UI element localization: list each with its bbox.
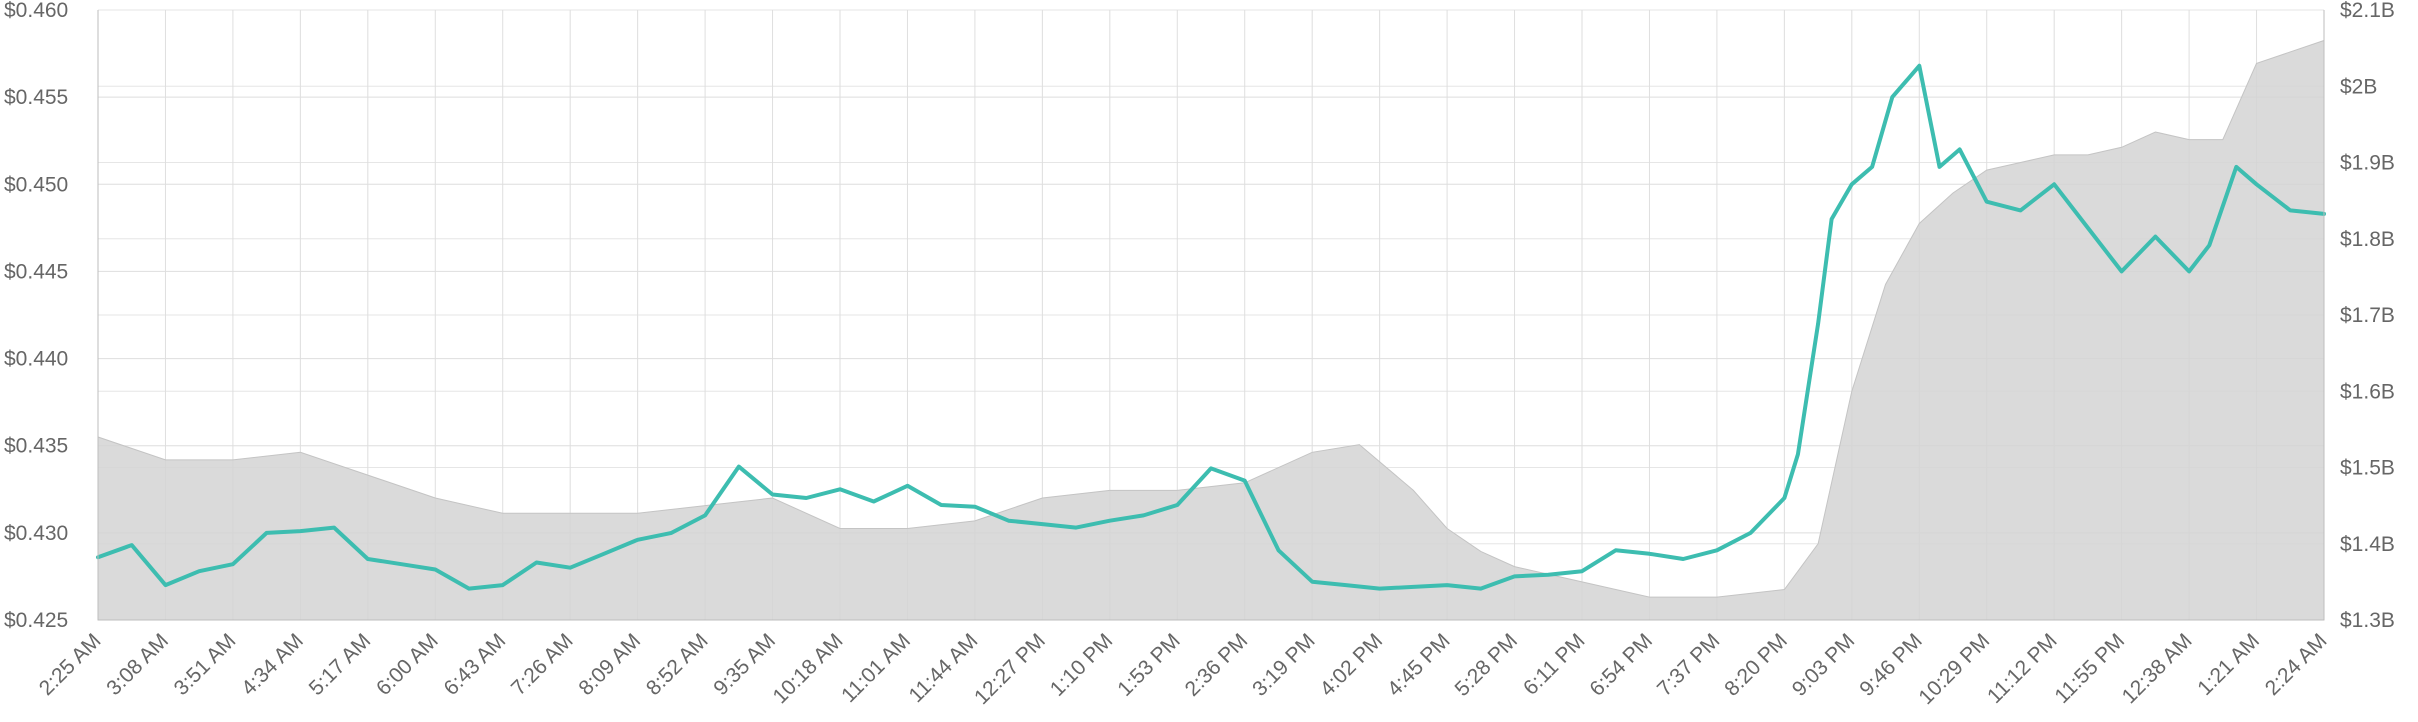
left-tick-label: $0.460 bbox=[4, 0, 68, 22]
right-tick-label: $2.1B bbox=[2340, 0, 2395, 22]
left-tick-label: $0.440 bbox=[4, 348, 68, 371]
right-tick-label: $2B bbox=[2340, 75, 2377, 98]
price-line-layer bbox=[96, 63, 2326, 591]
left-tick-label: $0.435 bbox=[4, 435, 68, 458]
left-tick-label: $0.425 bbox=[4, 609, 68, 632]
left-tick-label: $0.445 bbox=[4, 260, 68, 283]
axis-layer bbox=[97, 10, 2325, 621]
right-tick-label: $1.8B bbox=[2340, 228, 2395, 251]
price-line bbox=[96, 63, 2326, 591]
right-tick-label: $1.3B bbox=[2340, 609, 2395, 632]
right-tick-label: $1.9B bbox=[2340, 152, 2395, 175]
left-tick-label: $0.430 bbox=[4, 522, 68, 545]
left-tick-label: $0.455 bbox=[4, 86, 68, 109]
right-tick-label: $1.5B bbox=[2340, 457, 2395, 480]
right-axis-ticks: $1.3B $1.4B $1.5B $1.6B $1.7B $1.8B $1.9B $2B $2… bbox=[2340, 0, 2395, 632]
left-axis-ticks: $0.425 $0.430 $0.435 $0.440 $0.445 $0.450 $0.4… bbox=[4, 0, 68, 632]
right-tick-label: $1.4B bbox=[2340, 533, 2395, 556]
volume-area-layer bbox=[97, 39, 2325, 621]
right-tick-label: $1.6B bbox=[2340, 380, 2395, 403]
left-tick-label: $0.450 bbox=[4, 173, 68, 196]
volume-area bbox=[97, 39, 2325, 621]
right-tick-label: $1.7B bbox=[2340, 304, 2395, 327]
